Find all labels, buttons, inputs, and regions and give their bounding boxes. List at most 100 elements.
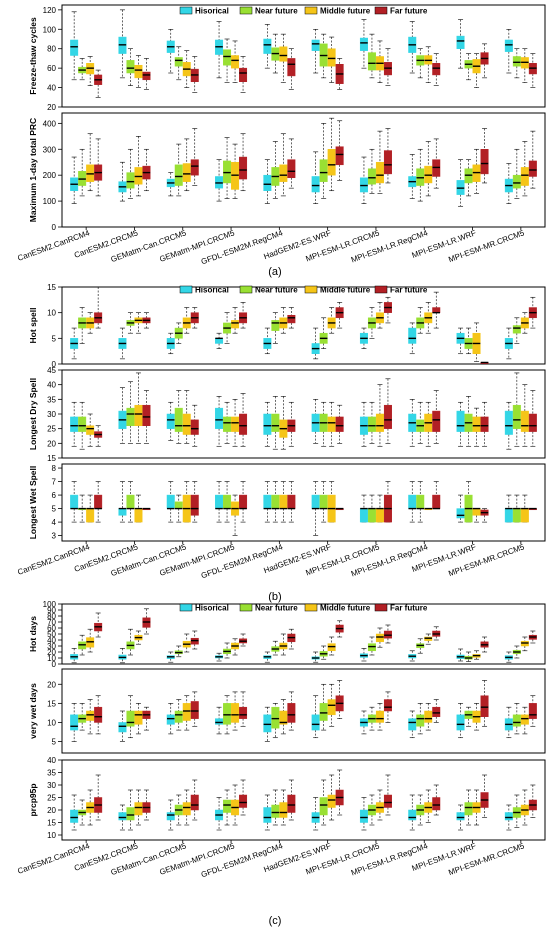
box-hisorical (70, 703, 79, 742)
box-iqr (134, 64, 143, 79)
box-hisorical (408, 794, 417, 831)
box-near-future (319, 683, 328, 731)
box-near-future (464, 159, 473, 197)
box-near-future (464, 53, 473, 81)
box-middle-future (86, 312, 95, 334)
y-tick-label: 25 (47, 425, 56, 434)
box-iqr (472, 416, 481, 432)
box-near-future (416, 307, 425, 334)
box-iqr (383, 404, 392, 429)
box-far-future (239, 481, 248, 523)
box-hisorical (70, 327, 79, 360)
box-iqr (263, 714, 272, 733)
box-near-future (367, 33, 376, 79)
box-hisorical (408, 154, 417, 199)
box-iqr (94, 706, 103, 723)
box-iqr (215, 338, 224, 344)
box-middle-future (424, 703, 433, 731)
box-iqr (504, 508, 513, 523)
box-hisorical (408, 21, 417, 74)
box-far-future (287, 779, 296, 821)
box-hisorical (215, 159, 224, 202)
legend-label: Hisorical (195, 7, 229, 16)
box-middle-future (520, 636, 529, 652)
box-near-future (174, 794, 183, 826)
box-iqr (166, 413, 175, 429)
box-middle-future (472, 53, 481, 88)
box-iqr (215, 494, 224, 509)
box-hisorical (456, 494, 465, 523)
box-iqr (335, 146, 344, 166)
box-iqr (359, 508, 368, 523)
box-middle-future (375, 627, 384, 648)
box-iqr (263, 38, 272, 54)
box-near-future (416, 148, 425, 202)
y-tick-label: 7 (52, 478, 57, 487)
box-middle-future (231, 784, 240, 826)
box-iqr (287, 58, 296, 77)
box-iqr (134, 508, 143, 523)
box-far-future (287, 138, 296, 189)
box-iqr (432, 410, 441, 432)
box-middle-future (231, 494, 240, 536)
y-tick-label: 15 (47, 819, 56, 828)
box-middle-future (375, 302, 384, 329)
box-far-future (528, 130, 537, 189)
y-axis-label: Hot days (28, 616, 38, 652)
plot-frame (61, 668, 546, 754)
y-axis-label: prcp95p (28, 783, 38, 816)
box-middle-future (182, 138, 191, 192)
box-iqr (408, 809, 417, 821)
legend-swatch (374, 285, 388, 294)
box-near-future (126, 312, 135, 334)
box-iqr (166, 714, 175, 725)
box-middle-future (134, 630, 143, 645)
box-far-future (528, 784, 537, 818)
box-iqr (215, 407, 224, 429)
box-middle-future (520, 141, 529, 197)
panel-4: 15 20 25 30 35 40 45 Longest Dry Spell (28, 366, 546, 463)
box-iqr (335, 416, 344, 432)
box-iqr (182, 802, 191, 816)
box-iqr (134, 404, 143, 426)
box-far-future (335, 120, 344, 181)
box-hisorical (408, 481, 417, 523)
box-hisorical (263, 706, 272, 742)
box-iqr (70, 809, 79, 823)
box-middle-future (327, 401, 336, 447)
box-far-future (190, 630, 199, 650)
box-iqr (263, 494, 272, 509)
box-near-future (319, 33, 328, 79)
box-iqr (528, 703, 537, 719)
box-iqr (528, 413, 537, 432)
box-far-future (432, 699, 441, 723)
box-far-future (383, 378, 392, 444)
legend-label: Near future (255, 604, 298, 613)
box-hisorical (359, 710, 368, 735)
box-far-future (239, 302, 248, 329)
box-middle-future (327, 636, 336, 656)
y-tick-label: 40 (47, 636, 56, 645)
box-hisorical (311, 695, 320, 739)
y-tick-label: 5 (52, 334, 57, 343)
legend-label: Middle future (320, 604, 371, 613)
box-near-future (271, 481, 280, 523)
box-iqr (287, 494, 296, 509)
box-hisorical (359, 648, 368, 662)
box-iqr (126, 60, 135, 74)
box-middle-future (424, 789, 433, 823)
box-hisorical (166, 28, 175, 74)
box-far-future (335, 302, 344, 329)
box-near-future (512, 703, 521, 735)
box-near-future (126, 481, 135, 523)
box-near-future (512, 148, 521, 199)
legend-label: Near future (255, 7, 298, 16)
box-middle-future (472, 148, 481, 194)
box-iqr (287, 314, 296, 324)
box-middle-future (279, 633, 288, 656)
box-hisorical (118, 481, 127, 523)
box-far-future (432, 784, 441, 816)
box-middle-future (279, 133, 288, 197)
